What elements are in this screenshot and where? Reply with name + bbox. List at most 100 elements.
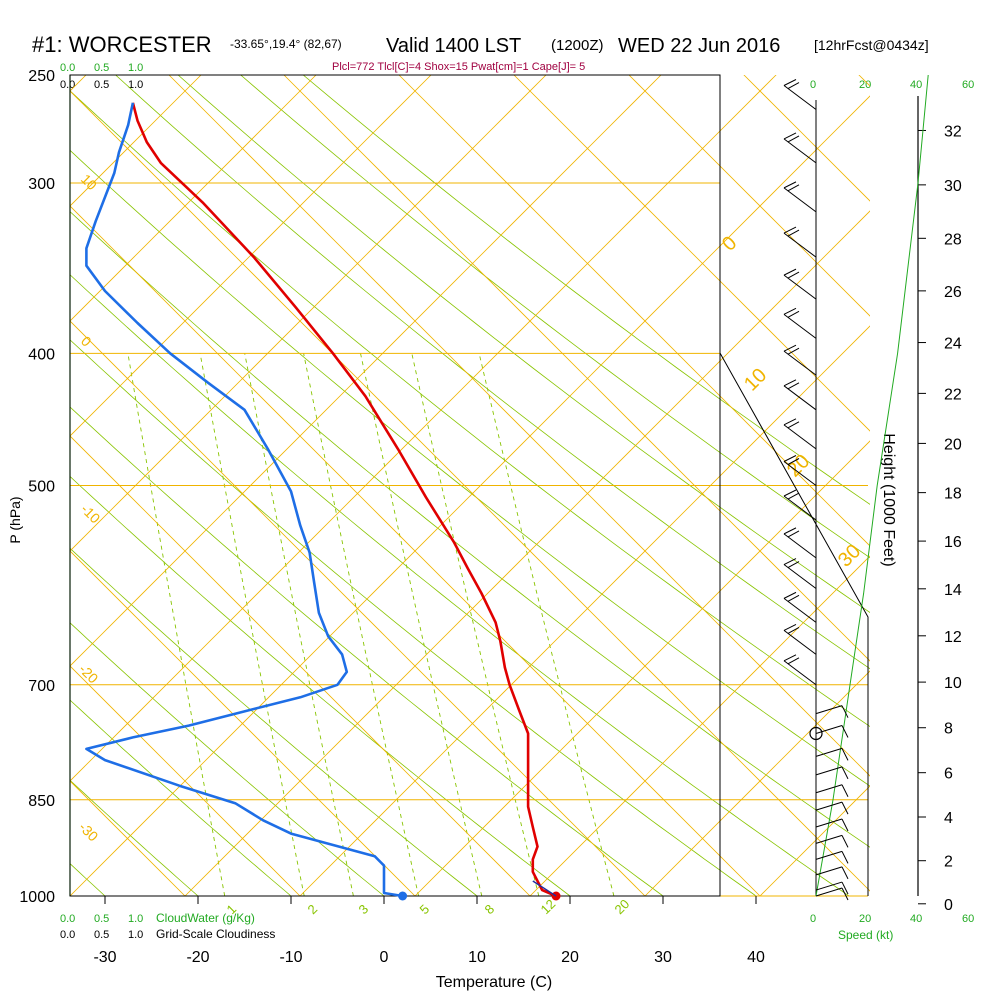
wind-barb-flag	[841, 835, 849, 848]
dry-adiabat-line	[70, 475, 571, 896]
skewed-isotherm-line	[184, 210, 870, 896]
wind-barb	[783, 226, 817, 258]
top-scales: 0.0 0.5 1.0 0.0 0.5 1.0 0 20 40 60	[60, 62, 974, 91]
height-curve-line	[815, 74, 929, 897]
x-axis-title: Temperature (C)	[436, 974, 552, 991]
cloudiness-scale-bottom-2: 1.0	[128, 929, 143, 941]
isotherm-label: -20	[76, 661, 102, 687]
moist-adiabat-line	[858, 75, 870, 87]
height-tick-label: 2	[944, 854, 953, 871]
wind-barb-flag	[787, 135, 800, 143]
wind-barb-staff	[783, 232, 817, 258]
wind-barb-flag	[841, 887, 849, 901]
skewed-isotherm-line	[414, 440, 870, 896]
skewed-isotherm-line	[70, 95, 870, 896]
wind-barb-flag	[783, 591, 797, 599]
moist-adiabat-line	[628, 75, 870, 317]
wind-barb-flag	[783, 268, 797, 276]
cloudwater-caption: CloudWater (g/Kg)	[156, 911, 255, 925]
height-tick-label: 14	[944, 582, 962, 599]
height-tick-label: 18	[944, 486, 962, 503]
wind-barb-flag	[787, 421, 800, 429]
wind-barb-flag	[783, 489, 797, 497]
mixing-ratio-label: 2	[305, 901, 321, 917]
height-tick-label: 20	[944, 436, 962, 453]
cloudiness-scale-bottom-1: 0.5	[94, 929, 109, 941]
station-coords: -33.65°,19.4° (82,67)	[230, 37, 342, 51]
wind-barb-flag	[841, 881, 849, 895]
wind-barb-staff	[815, 834, 843, 844]
wind-barb-flag	[787, 310, 800, 318]
dry-adiabat-line	[302, 75, 870, 505]
wind-barb-flag	[787, 530, 800, 538]
wind-barb	[815, 887, 849, 901]
wind-barb	[815, 818, 849, 832]
y-axis-title: P (hPa)	[7, 496, 23, 543]
skewed-isotherm-line	[0, 0, 20, 896]
wind-barb-flag	[787, 561, 800, 568]
moist-adiabat-line	[283, 75, 870, 662]
height-tick-label: 0	[944, 897, 953, 914]
mixing-ratio-label: 8	[482, 901, 498, 917]
moist-adiabat-line	[70, 780, 186, 896]
height-tick-label: 16	[944, 534, 962, 551]
wind-barb-staff	[815, 866, 843, 876]
wind-barb-staff	[783, 533, 817, 559]
wind-barb-flag	[787, 458, 800, 465]
wind-barb-staff	[815, 887, 843, 897]
wind-barb-staff	[815, 801, 843, 811]
skewed-isotherm-line	[70, 75, 432, 437]
dry-adiabat-line	[70, 406, 664, 896]
height-tick-label: 28	[944, 231, 962, 248]
pressure-tick-label: 700	[28, 678, 55, 695]
utc-time: (1200Z)	[551, 37, 604, 54]
date-label: WED 22 Jun 2016	[618, 35, 780, 57]
wind-barb-staff	[815, 724, 843, 734]
wind-barb-staff	[783, 187, 817, 213]
wind-barb-staff	[815, 881, 843, 891]
wind-barbs	[783, 79, 849, 901]
wind-barb-flag	[783, 79, 797, 86]
wind-barb-staff	[815, 705, 843, 715]
dry-adiabat-line	[70, 274, 850, 896]
wind-barb	[783, 623, 817, 655]
height-tick-label: 22	[944, 386, 962, 403]
wind-barb-staff	[783, 495, 817, 521]
cloudiness-scale-bottom-0: 0.0	[60, 929, 75, 941]
height-tick-label: 26	[944, 284, 962, 301]
isotherm-label: -30	[76, 819, 102, 845]
height-tick-label: 10	[944, 675, 962, 692]
profile-layer	[85, 102, 561, 901]
mixing-ratio-label: 3	[356, 901, 372, 917]
wind-barb	[783, 455, 817, 486]
moist-adiabat-line	[70, 895, 71, 896]
station-title: #1: WORCESTER	[32, 32, 212, 57]
wind-barb-flag	[787, 229, 800, 237]
pressure-tick-label: 400	[28, 346, 55, 363]
skewed-isotherm-label: 20	[783, 450, 814, 481]
wind-barb-flag	[783, 654, 797, 662]
wind-barb	[815, 705, 849, 718]
moist-adiabat-line	[70, 90, 870, 892]
parcel-trace-line	[532, 880, 557, 897]
skewed-isotherm-line	[990, 0, 1000, 896]
wind-barb	[815, 850, 849, 864]
wind-barb-staff	[783, 564, 817, 589]
lcl-marker	[809, 726, 823, 741]
x-tick-label: 40	[747, 949, 765, 966]
cloudwater-scale-top-1: 0.5	[94, 62, 109, 74]
dry-adiabat-line	[70, 339, 757, 896]
mixing-ratio-label: 5	[417, 901, 433, 917]
wind-barb-flag	[783, 558, 797, 565]
pressure-tick-label: 850	[28, 793, 55, 810]
wind-barb-staff	[783, 461, 817, 486]
cloudiness-scale-top-0: 0.0	[60, 79, 75, 91]
skewed-isotherm-line	[644, 670, 870, 896]
wind-barb-flag	[783, 455, 797, 462]
temperature-profile-line	[131, 102, 557, 898]
wind-barb-flag	[841, 705, 849, 718]
wind-barb	[783, 344, 817, 376]
wind-barb-flag	[841, 866, 849, 880]
wind-barb	[783, 307, 817, 339]
